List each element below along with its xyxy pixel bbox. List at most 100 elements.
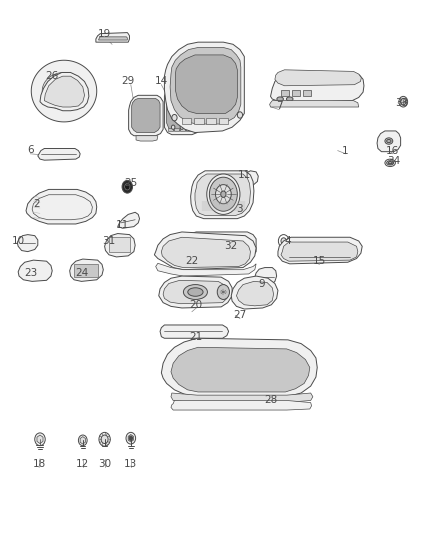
Text: 12: 12 [76,459,89,469]
Circle shape [35,433,45,446]
Polygon shape [281,90,289,96]
Polygon shape [70,259,103,281]
Text: 3: 3 [237,204,243,214]
Text: 11: 11 [116,220,129,230]
Circle shape [215,184,231,204]
Text: 33: 33 [395,98,408,108]
Circle shape [122,180,133,193]
Polygon shape [231,276,278,309]
Polygon shape [219,237,227,253]
Polygon shape [17,235,38,252]
Polygon shape [240,171,258,187]
Text: 21: 21 [190,332,203,342]
Polygon shape [174,128,179,132]
Polygon shape [161,338,317,397]
Text: 29: 29 [122,77,135,86]
Text: 4: 4 [285,236,291,246]
Polygon shape [18,260,52,281]
Text: 22: 22 [185,256,198,266]
Polygon shape [168,128,173,132]
Ellipse shape [387,161,394,165]
Polygon shape [192,128,197,132]
Text: 16: 16 [386,146,399,156]
Polygon shape [163,280,228,304]
Polygon shape [166,88,197,131]
Polygon shape [128,434,134,442]
Polygon shape [292,90,300,96]
Polygon shape [200,237,208,253]
Text: 26: 26 [46,71,59,81]
Polygon shape [31,60,97,122]
Circle shape [209,177,237,211]
Polygon shape [164,42,244,133]
Polygon shape [210,237,218,253]
Polygon shape [42,72,86,110]
Text: 2: 2 [33,199,40,209]
Polygon shape [281,242,358,261]
Ellipse shape [387,140,391,143]
Circle shape [78,435,87,446]
Text: 30: 30 [98,459,111,469]
Circle shape [217,285,230,300]
Text: 18: 18 [32,459,46,469]
Polygon shape [159,276,232,308]
Polygon shape [194,118,204,124]
Circle shape [399,96,408,107]
Polygon shape [99,37,127,40]
Ellipse shape [389,161,392,164]
Circle shape [126,432,136,444]
Polygon shape [160,325,229,338]
Polygon shape [155,263,256,276]
Polygon shape [171,348,310,392]
Polygon shape [80,437,85,444]
Text: 19: 19 [98,29,111,39]
Polygon shape [96,33,130,42]
Polygon shape [105,233,135,257]
Text: 9: 9 [258,279,265,288]
Text: 25: 25 [124,177,138,188]
Polygon shape [164,83,200,135]
Polygon shape [229,237,237,253]
Polygon shape [109,237,130,252]
Polygon shape [136,136,158,141]
Polygon shape [239,237,247,253]
Polygon shape [237,281,274,306]
Polygon shape [303,90,311,96]
Polygon shape [195,174,251,215]
Text: 6: 6 [27,144,34,155]
Polygon shape [154,232,256,270]
Polygon shape [278,237,362,264]
Text: 28: 28 [264,395,277,406]
Text: 14: 14 [155,77,168,86]
Text: 15: 15 [313,256,326,266]
Circle shape [171,125,175,130]
Polygon shape [191,237,198,253]
Polygon shape [171,400,311,410]
Polygon shape [171,393,313,402]
Ellipse shape [385,138,393,144]
Ellipse shape [184,285,208,300]
Polygon shape [129,95,163,136]
Ellipse shape [385,159,396,166]
Circle shape [101,435,108,443]
Text: 24: 24 [75,268,88,278]
Text: 11: 11 [238,170,251,180]
Circle shape [180,125,184,130]
Polygon shape [118,212,140,228]
Polygon shape [132,99,160,133]
Circle shape [237,112,243,118]
Polygon shape [180,128,185,132]
Circle shape [221,191,226,197]
Circle shape [281,238,286,244]
Polygon shape [37,435,43,443]
Polygon shape [219,118,228,124]
Ellipse shape [188,288,203,296]
Polygon shape [26,189,97,224]
Polygon shape [255,268,277,287]
Circle shape [129,436,133,440]
Circle shape [125,183,130,190]
Polygon shape [184,232,256,258]
Polygon shape [206,118,216,124]
Polygon shape [271,71,364,103]
Text: 32: 32 [225,241,238,251]
